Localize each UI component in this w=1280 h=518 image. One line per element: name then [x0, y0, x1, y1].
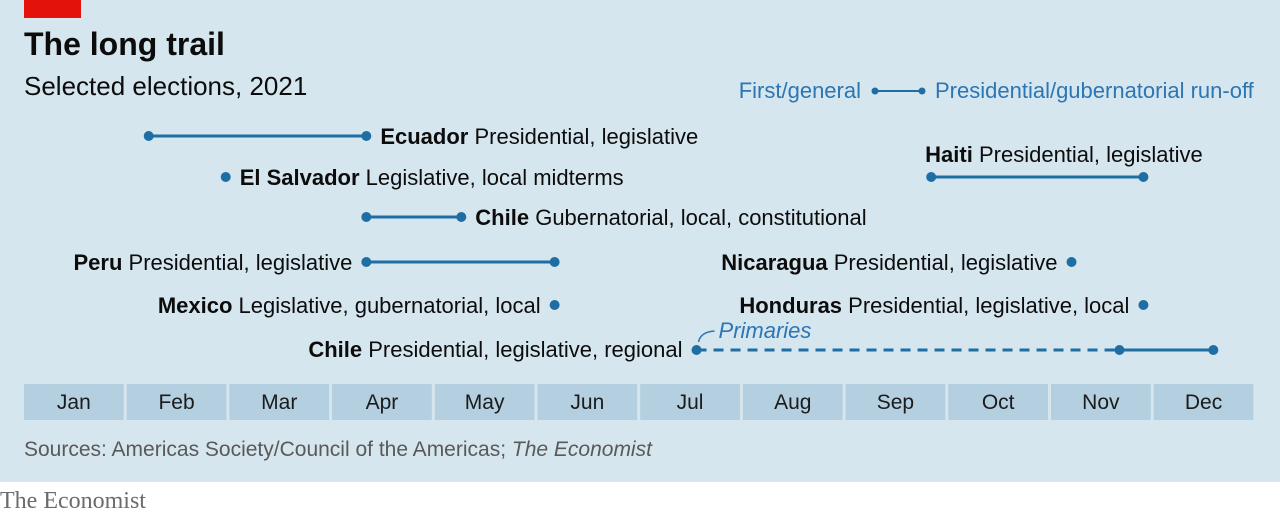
first-round-dot — [1066, 257, 1077, 267]
month-label: Jun — [570, 391, 604, 414]
election-description: Presidential, legislative, regional — [362, 337, 682, 362]
country-name: Nicaragua — [721, 250, 828, 275]
primaries-callout-line — [697, 330, 715, 343]
month-label: Jul — [677, 391, 704, 414]
first-round-dot — [220, 172, 231, 182]
election-row: Honduras Presidential, legislative, loca… — [739, 293, 1149, 318]
election-row: Peru Presidential, legislative — [74, 250, 560, 275]
election-description: Presidential, legislative — [122, 250, 352, 275]
election-row: Primaries Chile Presidential, legislative… — [308, 318, 1219, 362]
election-label: Chile Presidential, legislative, regiona… — [308, 337, 682, 362]
first-round-dot — [361, 257, 372, 267]
month-label: Aug — [774, 391, 811, 414]
election-row: El Salvador Legislative, local midterms — [220, 165, 624, 190]
source-text: Sources: Americas Society/Council of the… — [24, 438, 512, 461]
country-name: Haiti — [925, 142, 973, 167]
timeline-chart: Jan Feb Mar Apr May Jun Jul Aug Sep Oct Nov Dec Fir… — [24, 78, 1255, 420]
country-name: Honduras — [739, 293, 842, 318]
election-description: Presidential, legislative — [973, 142, 1203, 167]
month-label: Sep — [877, 391, 914, 414]
month-label: Mar — [261, 391, 297, 414]
first-round-dot — [361, 212, 372, 222]
primaries-label: Primaries — [719, 318, 812, 343]
run-off-dot — [1138, 172, 1149, 182]
country-name: Chile — [475, 205, 529, 230]
election-description: Legislative, gubernatorial, local — [232, 293, 540, 318]
country-name: Chile — [308, 337, 362, 362]
source-italic: The Economist — [511, 438, 652, 461]
election-description: Legislative, local midterms — [360, 165, 624, 190]
legend: First/general Presidential/gubernatorial … — [739, 78, 1255, 103]
election-description: Presidential, legislative — [828, 250, 1058, 275]
election-label: Peru Presidential, legislative — [74, 250, 353, 275]
month-cell — [742, 384, 843, 420]
election-label: Chile Gubernatorial, local, constitution… — [475, 205, 866, 230]
election-label: El Salvador Legislative, local midterms — [240, 165, 624, 190]
election-label: Mexico Legislative, gubernatorial, local — [158, 293, 541, 318]
month-cell — [229, 384, 330, 420]
run-off-dot — [361, 131, 372, 141]
month-cell — [948, 384, 1048, 420]
election-description: Presidential, legislative — [468, 124, 698, 149]
election-row: Nicaragua Presidential, legislative — [721, 250, 1077, 275]
first-round-dot — [926, 172, 937, 182]
election-description: Presidential, legislative, local — [842, 293, 1129, 318]
month-cell — [640, 384, 740, 420]
month-cell — [845, 384, 946, 420]
country-name: Peru — [74, 250, 123, 275]
election-label: Honduras Presidential, legislative, loca… — [739, 293, 1129, 318]
month-label: May — [465, 391, 505, 414]
month-label: Oct — [982, 391, 1015, 414]
election-label: Ecuador Presidential, legislative — [380, 124, 698, 149]
run-off-dot — [549, 257, 560, 267]
country-name: Ecuador — [380, 124, 468, 149]
election-rows: Ecuador Presidential, legislative El Salv… — [74, 124, 1219, 362]
legend-first-label: First/general — [739, 78, 861, 103]
election-row: Haiti Presidential, legislative — [925, 142, 1203, 182]
legend-dot-first — [871, 87, 879, 95]
month-cell — [1051, 384, 1151, 420]
legend-second-label: Presidential/gubernatorial run-off — [935, 78, 1255, 103]
brand-red-bar — [24, 0, 81, 18]
month-axis: Jan Feb Mar Apr May Jun Jul Aug Sep Oct Nov Dec — [24, 384, 1254, 420]
country-name: Mexico — [158, 293, 233, 318]
source-note: Sources: Americas Society/Council of the… — [24, 438, 652, 462]
month-label: Feb — [158, 391, 194, 414]
first-round-dot — [1114, 345, 1125, 355]
election-label: Nicaragua Presidential, legislative — [721, 250, 1057, 275]
legend-dot-second — [918, 87, 926, 95]
run-off-dot — [456, 212, 467, 222]
election-row: Mexico Legislative, gubernatorial, local — [158, 293, 560, 318]
election-row: Ecuador Presidential, legislative — [143, 124, 698, 149]
chart-title: The long trail — [24, 26, 225, 62]
month-cell — [434, 384, 535, 420]
first-round-dot — [1138, 300, 1149, 310]
month-cell — [332, 384, 432, 420]
run-off-dot — [1208, 345, 1219, 355]
election-label: Haiti Presidential, legislative — [925, 142, 1203, 167]
election-description: Gubernatorial, local, constitutional — [529, 205, 867, 230]
first-round-dot — [143, 131, 154, 141]
election-row: Chile Gubernatorial, local, constitution… — [361, 205, 867, 230]
month-cell — [537, 384, 638, 420]
country-name: El Salvador — [240, 165, 360, 190]
month-label: Dec — [1185, 391, 1222, 414]
month-cell — [126, 384, 227, 420]
first-round-dot — [549, 300, 560, 310]
month-label: Apr — [366, 391, 399, 414]
chart-subtitle: Selected elections, 2021 — [24, 71, 308, 101]
month-cell — [1153, 384, 1254, 420]
month-label: Jan — [57, 391, 91, 414]
brand-logo: The Economist — [0, 488, 146, 514]
month-cell — [24, 384, 124, 420]
month-label: Nov — [1082, 391, 1120, 414]
primaries-dot — [691, 345, 702, 355]
